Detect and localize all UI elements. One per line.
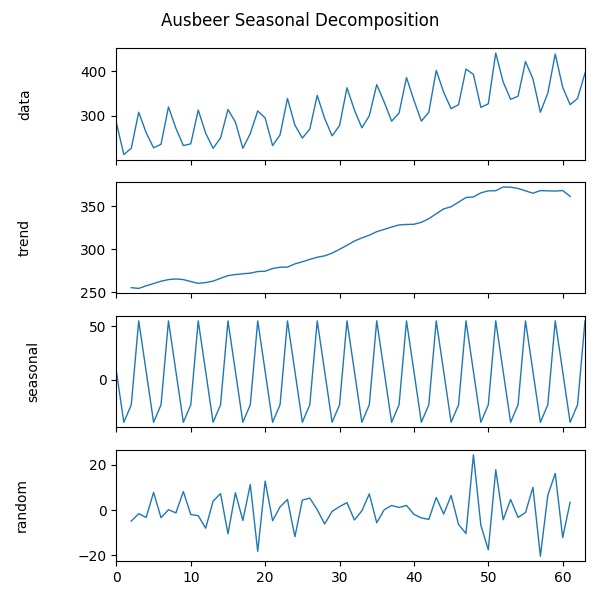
Text: Ausbeer Seasonal Decomposition: Ausbeer Seasonal Decomposition [161,12,439,30]
Y-axis label: data: data [18,88,32,119]
Y-axis label: trend: trend [18,219,32,256]
Y-axis label: random: random [15,478,29,532]
Y-axis label: seasonal: seasonal [26,341,41,402]
